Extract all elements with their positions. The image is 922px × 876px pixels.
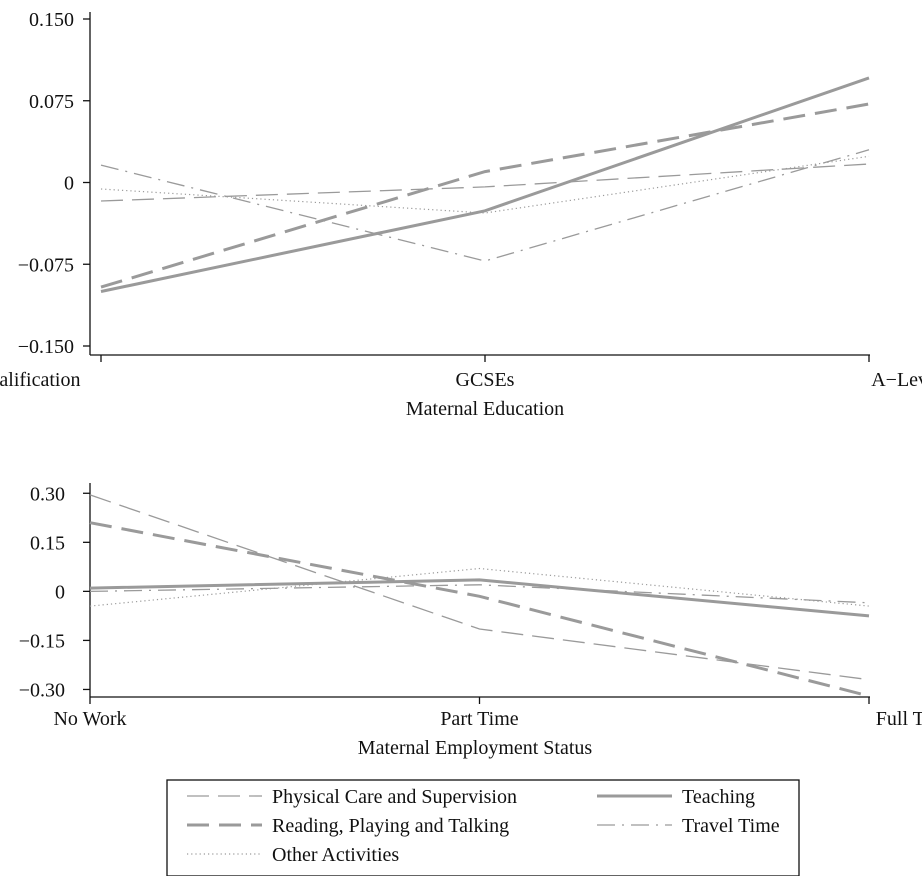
x-axis-label-education: Maternal Education — [406, 398, 564, 420]
series-line-travel-time — [100, 149, 870, 262]
y-tick-label: −0.15 — [19, 630, 65, 652]
series-line-reading-playing-and-talking — [100, 102, 870, 289]
series-line-reading-playing-and-talking — [89, 521, 870, 698]
legend-label: Physical Care and Supervision — [272, 786, 517, 808]
legend-label: Teaching — [682, 786, 755, 808]
x-tick-label: A−Level + — [871, 369, 922, 391]
legend-label: Travel Time — [682, 815, 780, 837]
series-line-physical-care-and-supervision — [89, 494, 870, 681]
y-tick-label: −0.150 — [18, 336, 74, 358]
x-tick-label: Part Time — [440, 708, 518, 730]
y-tick-label: 0 — [64, 173, 74, 195]
legend: Physical Care and Supervision Teaching Rea… — [166, 779, 800, 876]
legend-label: Other Activities — [272, 844, 399, 866]
x-axis-label-employment: Maternal Employment Status — [358, 737, 593, 759]
series-line-teaching — [100, 76, 870, 293]
series-line-other-activities — [100, 155, 870, 214]
y-tick-label: −0.075 — [18, 254, 74, 276]
series-line-other-activities — [89, 567, 870, 607]
y-tick-label: 0.150 — [29, 9, 74, 31]
y-tick-label: 0.075 — [29, 91, 74, 113]
legend-box — [166, 779, 800, 876]
y-tick-label: −0.30 — [19, 679, 65, 701]
y-tick-label: 0.15 — [30, 532, 65, 554]
x-tick-label: No Work — [53, 708, 126, 730]
x-tick-label: GCSEs — [456, 369, 515, 391]
series-line-teaching — [89, 578, 870, 618]
x-tick-label: Full Time — [876, 708, 922, 730]
x-tick-label: No Qualification — [0, 369, 80, 391]
y-tick-label: 0.30 — [30, 483, 65, 505]
y-tick-label: 0 — [55, 581, 65, 603]
employment-panel: Maternal Employment Status 0.30 0.15 0 −0.1… — [19, 483, 922, 759]
legend-label: Reading, Playing and Talking — [272, 815, 509, 837]
series-line-physical-care-and-supervision — [100, 163, 870, 202]
series-line-travel-time — [89, 584, 870, 604]
education-panel: Maternal Education 0.150 0.075 0 −0.075 −0.1… — [0, 9, 922, 420]
